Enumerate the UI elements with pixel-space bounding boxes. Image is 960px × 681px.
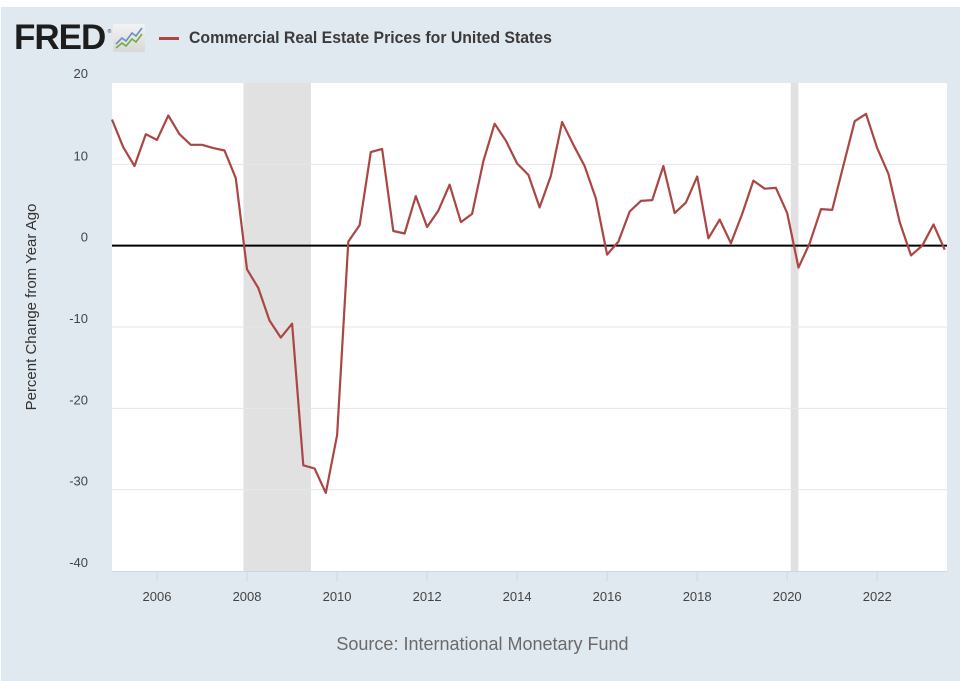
grid-layer (112, 163, 947, 491)
x-tick-label: 2018 (683, 589, 712, 604)
x-tick-label: 2022 (863, 589, 892, 604)
y-tick-label: -30 (69, 474, 88, 489)
trademark-mark: ® (107, 29, 112, 35)
y-tick-label: -10 (69, 311, 88, 326)
y-axis-label: Percent Change from Year Ago (23, 204, 40, 411)
y-tick-label: 20 (74, 66, 88, 81)
y-tick-label: 10 (74, 148, 88, 163)
x-tick-label: 2014 (503, 589, 532, 604)
y-tick-label: -40 (69, 555, 88, 570)
x-tick-label: 2008 (233, 589, 262, 604)
x-tick-label: 2010 (323, 589, 352, 604)
y-tick-label: 0 (81, 230, 88, 245)
legend: Commercial Real Estate Prices for United… (159, 28, 579, 48)
y-axis: 20 10 0 -10 -20 -30 -40 (69, 66, 88, 570)
source-note: Source: International Monetary Fund (336, 634, 629, 654)
legend-label[interactable]: Commercial Real Estate Prices for United… (189, 28, 553, 47)
x-axis: 2006 2008 2010 2012 2014 2016 2018 2020 2022 (112, 571, 947, 604)
chart-header: FRED ® Commercial Real Estate Prices for… (14, 18, 579, 58)
fred-logo[interactable]: FRED ® (14, 18, 111, 58)
legend-swatch (159, 36, 180, 40)
fred-logo-text: FRED (14, 18, 106, 57)
x-tick-label: 2016 (593, 589, 622, 604)
y-tick-label: -20 (69, 392, 88, 407)
x-tick-label: 2020 (773, 589, 802, 604)
x-tick-label: 2012 (413, 589, 442, 604)
series-line (110, 112, 946, 494)
x-tick-label: 2006 (143, 589, 172, 604)
fred-graph-icon (113, 24, 146, 52)
series-layer (110, 112, 946, 494)
